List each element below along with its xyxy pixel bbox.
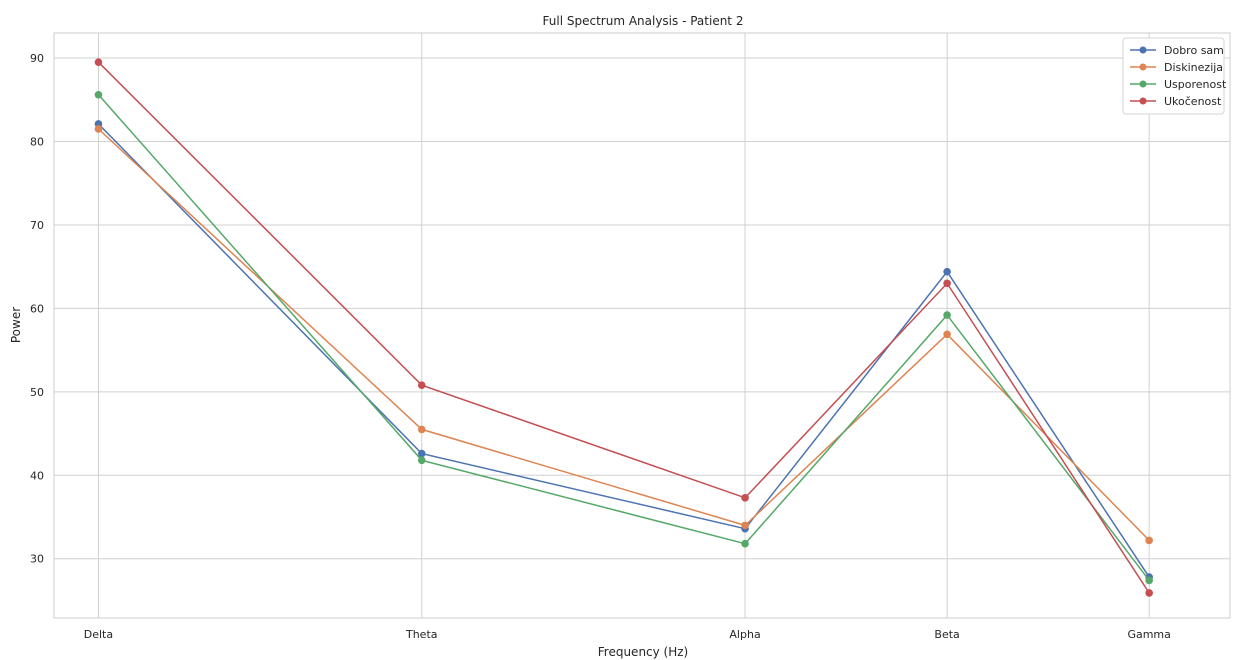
y-axis-label: Power: [9, 307, 23, 343]
x-tick-label: Theta: [405, 628, 438, 641]
x-tick-label: Gamma: [1127, 628, 1170, 641]
data-point: [943, 330, 951, 339]
legend-swatch-marker: [1139, 46, 1147, 54]
series-2: [94, 125, 1153, 545]
data-point: [741, 521, 749, 530]
legend-swatch-marker: [1139, 97, 1147, 105]
grid: [54, 33, 1230, 618]
y-tick-label: 60: [30, 302, 44, 315]
series-lines: [94, 58, 1153, 597]
legend-item: Diskinezija: [1130, 61, 1223, 74]
series-4: [94, 58, 1153, 597]
y-tick-label: 80: [30, 135, 44, 148]
data-point: [943, 311, 951, 319]
data-point: [741, 494, 749, 502]
x-axis-ticks: Delta Theta Alpha Beta Gamma: [84, 628, 1171, 641]
legend-swatch-marker: [1139, 63, 1147, 71]
data-point: [417, 449, 426, 458]
legend-item: Ukočenost: [1130, 95, 1222, 108]
x-tick-label: Beta: [934, 628, 959, 641]
legend-item: Usporenost: [1130, 78, 1227, 91]
data-point: [94, 125, 103, 133]
legend-label: Diskinezija: [1164, 61, 1223, 74]
data-point: [417, 456, 426, 465]
data-point: [741, 539, 749, 548]
x-tick-label: Alpha: [729, 628, 760, 641]
data-point: [943, 267, 951, 276]
legend-label: Usporenost: [1164, 78, 1227, 91]
legend-item: Dobro sam: [1130, 44, 1224, 57]
y-tick-label: 70: [30, 219, 44, 232]
y-tick-label: 40: [30, 469, 44, 482]
plot-frame: [53, 32, 1231, 619]
data-point: [1145, 536, 1153, 545]
data-point: [1145, 589, 1153, 597]
legend-swatch-marker: [1139, 80, 1147, 88]
y-tick-label: 30: [30, 553, 44, 566]
legend: Dobro sam Diskinezija Usporenost Ukočenost: [1122, 37, 1227, 115]
y-axis-ticks: 30 40 50 60 70 80 90: [30, 52, 44, 566]
x-tick-label: Delta: [84, 628, 113, 641]
data-point: [94, 90, 103, 99]
data-point: [943, 279, 951, 288]
data-point: [1145, 576, 1153, 585]
series-line: [97, 128, 1150, 541]
chart-title: Full Spectrum Analysis - Patient 2: [543, 14, 744, 28]
y-tick-label: 90: [30, 52, 44, 65]
data-point: [94, 58, 103, 67]
series-3: [94, 90, 1153, 585]
legend-label: Ukočenost: [1164, 95, 1222, 108]
x-axis-label: Frequency (Hz): [598, 645, 689, 659]
data-point: [417, 425, 426, 434]
data-point: [417, 381, 426, 389]
y-tick-label: 50: [30, 386, 44, 399]
legend-box: [1122, 37, 1225, 115]
legend-label: Dobro sam: [1164, 44, 1224, 57]
